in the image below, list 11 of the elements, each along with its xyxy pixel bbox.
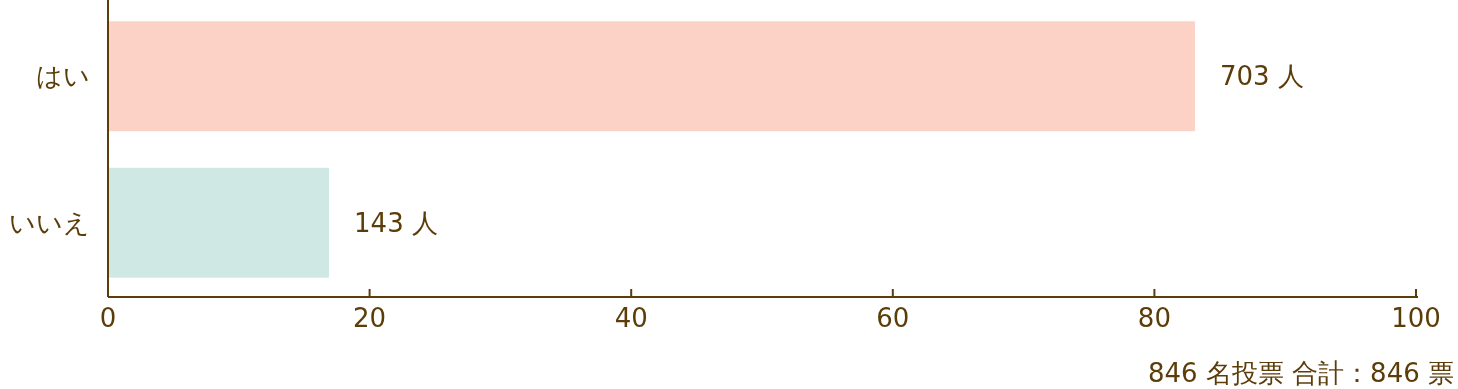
y-tick-label: はい <box>36 61 90 92</box>
annotation: 703 人 <box>1219 61 1304 92</box>
x-tick-label: 100 <box>1391 303 1441 333</box>
x-tick-label: 40 <box>614 303 648 333</box>
x-tick-label: 0 <box>99 303 117 333</box>
x-tick-label: 20 <box>353 303 387 333</box>
y-tick-label: いいえ <box>9 207 90 238</box>
x-tick-label: 60 <box>876 303 910 333</box>
text: 846 名投票 合計：846 票 <box>1147 358 1454 388</box>
x-tick-label: 80 <box>1137 303 1171 333</box>
annotation: 143 人 <box>354 207 438 238</box>
